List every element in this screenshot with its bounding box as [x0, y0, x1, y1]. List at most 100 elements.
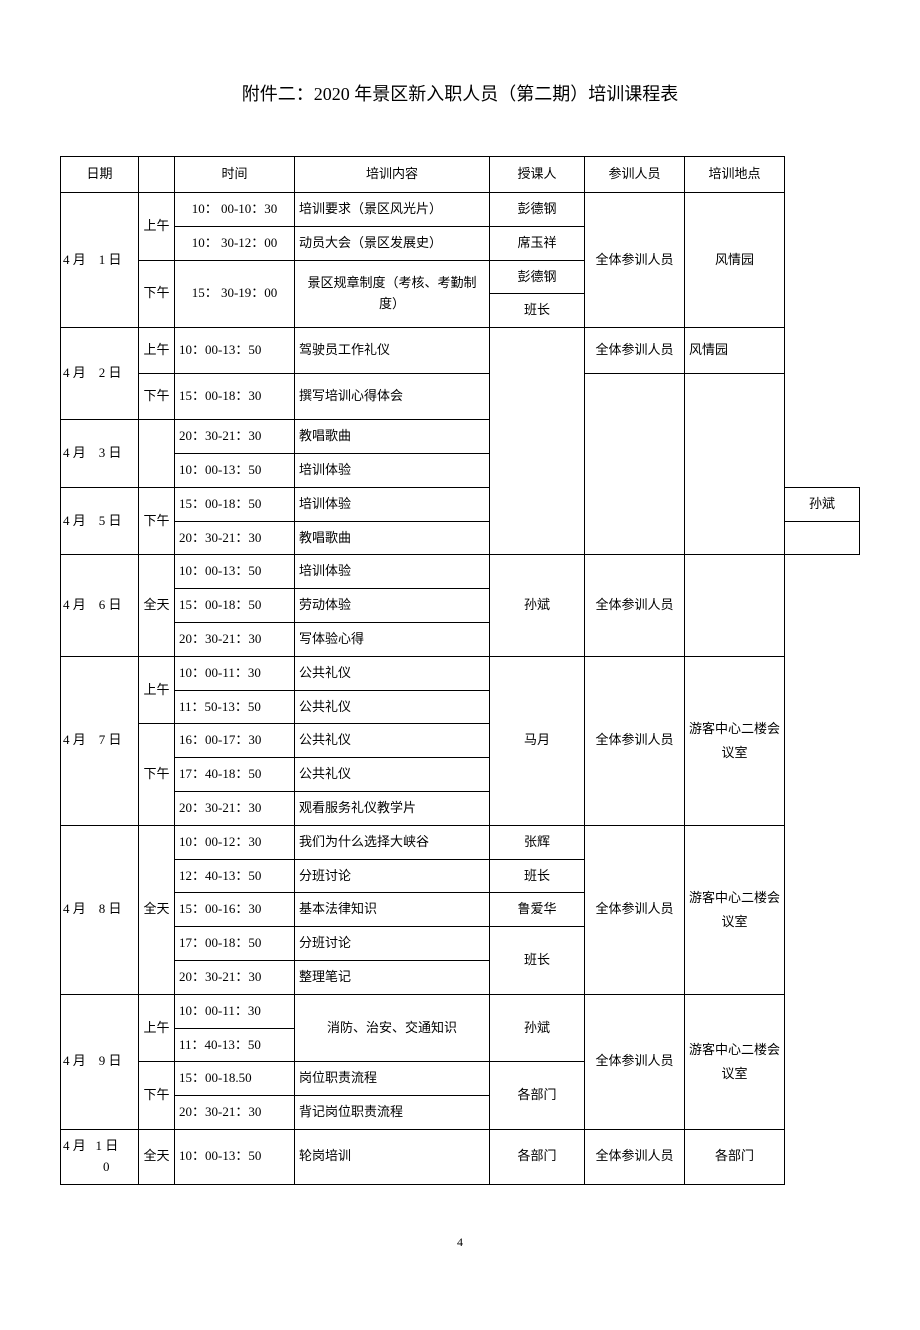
- cell-content: 公共礼仪: [295, 690, 490, 724]
- cell-period: 全天: [139, 1129, 175, 1184]
- cell-time: 15：00-18：30: [175, 374, 295, 420]
- cell-instructor: 彭德钢: [490, 260, 585, 294]
- cell-content: 我们为什么选择大峡谷: [295, 825, 490, 859]
- cell-content: 驾驶员工作礼仪: [295, 328, 490, 374]
- date-part: 1: [96, 1138, 103, 1153]
- cell-instructor: 班长: [490, 927, 585, 995]
- cell-instructor: [490, 328, 585, 555]
- document-title: 附件二：2020 年景区新入职人员（第二期）培训课程表: [60, 80, 860, 106]
- cell-location: 风情园: [685, 193, 785, 328]
- cell-period: 全天: [139, 555, 175, 656]
- cell-period: 上午: [139, 656, 175, 724]
- cell-content: 教唱歌曲: [295, 420, 490, 454]
- cell-period: 下午: [139, 1062, 175, 1130]
- cell-time: 16：00-17：30: [175, 724, 295, 758]
- cell-time: 15：00-18：50: [175, 487, 295, 521]
- cell-instructor: 鲁爱华: [490, 893, 585, 927]
- cell-time: 10：00-12：30: [175, 825, 295, 859]
- date-part: 4 月: [63, 1138, 86, 1153]
- cell-instructor: 班长: [490, 294, 585, 328]
- cell-time: 20：30-21：30: [175, 960, 295, 994]
- cell-content: 景区规章制度（考核、考勤制度）: [295, 260, 490, 328]
- date-part: 0: [63, 1159, 110, 1174]
- cell-time: 15：00-18：50: [175, 589, 295, 623]
- cell-time: 12：40-13：50: [175, 859, 295, 893]
- cell-time: 11：40-13：50: [175, 1028, 295, 1062]
- cell-location: 风情园: [685, 328, 785, 374]
- cell-time: 15：00-18.50: [175, 1062, 295, 1096]
- cell-instructor: 班长: [490, 859, 585, 893]
- cell-content: 公共礼仪: [295, 758, 490, 792]
- cell-date: 4 月 8 日: [61, 825, 139, 994]
- cell-content: 岗位职责流程: [295, 1062, 490, 1096]
- cell-period: 全天: [139, 825, 175, 994]
- cell-period: 下午: [139, 724, 175, 825]
- cell-content: 背记岗位职责流程: [295, 1096, 490, 1130]
- cell-content: 消防、治安、交通知识: [295, 994, 490, 1062]
- cell-instructor: 张辉: [490, 825, 585, 859]
- cell-time: 20：30-21：30: [175, 791, 295, 825]
- cell-content: 培训体验: [295, 555, 490, 589]
- cell-time: 15： 30-19：00: [175, 260, 295, 328]
- cell-time: 20：30-21：30: [175, 420, 295, 454]
- table-row: 下午 15：00-18：30 撰写培训心得体会: [61, 374, 860, 420]
- table-row: 4 月 1 日0 全天 10：00-13：50 轮岗培训 各部门 全体参训人员 …: [61, 1129, 860, 1184]
- cell-time: 11：50-13：50: [175, 690, 295, 724]
- cell-instructor: 各部门: [490, 1062, 585, 1130]
- cell-participants: 全体参训人员: [585, 193, 685, 328]
- cell-content: 公共礼仪: [295, 656, 490, 690]
- cell-time: 20：30-21：30: [175, 622, 295, 656]
- cell-time: 20：30-21：30: [175, 521, 295, 555]
- cell-location: [685, 555, 785, 656]
- table-row: 4 月 9 日 上午 10：00-11：30 消防、治安、交通知识 孙斌 全体参…: [61, 994, 860, 1028]
- cell-date: 4 月 2 日: [61, 328, 139, 420]
- cell-content: 整理笔记: [295, 960, 490, 994]
- cell-content: 劳动体验: [295, 589, 490, 623]
- cell-time: 20：30-21：30: [175, 1096, 295, 1130]
- cell-instructor: 马月: [490, 656, 585, 825]
- table-row: 4 月 8 日 全天 10：00-12：30 我们为什么选择大峡谷 张辉 全体参…: [61, 825, 860, 859]
- cell-participants: 全体参训人员: [585, 656, 685, 825]
- cell-content: 教唱歌曲: [295, 521, 490, 555]
- cell-period: [139, 420, 175, 488]
- cell-date: 4 月 6 日: [61, 555, 139, 656]
- cell-instructor: 席玉祥: [490, 226, 585, 260]
- cell-time: 10：00-13：50: [175, 328, 295, 374]
- header-time: 时间: [175, 157, 295, 193]
- cell-participants: 全体参训人员: [585, 1129, 685, 1184]
- cell-time: 15：00-16：30: [175, 893, 295, 927]
- cell-instructor: [785, 521, 860, 555]
- cell-time: 10： 00-10：30: [175, 193, 295, 227]
- cell-content: 培训体验: [295, 487, 490, 521]
- cell-time: 10：00-13：50: [175, 555, 295, 589]
- cell-content: 轮岗培训: [295, 1129, 490, 1184]
- cell-time: 10：00-13：50: [175, 1129, 295, 1184]
- cell-location: 游客中心二楼会议室: [685, 825, 785, 994]
- cell-location: 各部门: [685, 1129, 785, 1184]
- cell-location: 游客中心二楼会议室: [685, 656, 785, 825]
- cell-date: 4 月 3 日: [61, 420, 139, 488]
- cell-time: 10：00-13：50: [175, 453, 295, 487]
- cell-date: 4 月 5 日: [61, 487, 139, 555]
- header-instructor: 授课人: [490, 157, 585, 193]
- table-row: 4 月 7 日 上午 10：00-11：30 公共礼仪 马月 全体参训人员 游客…: [61, 656, 860, 690]
- cell-content: 分班讨论: [295, 859, 490, 893]
- cell-date: 4 月 1 日0: [61, 1129, 139, 1184]
- cell-instructor: 彭德钢: [490, 193, 585, 227]
- cell-content: 培训要求（景区风光片）: [295, 193, 490, 227]
- table-row: 4 月 2 日 上午 10：00-13：50 驾驶员工作礼仪 全体参训人员 风情…: [61, 328, 860, 374]
- cell-date: 4 月 9 日: [61, 994, 139, 1129]
- cell-content: 观看服务礼仪教学片: [295, 791, 490, 825]
- cell-instructor: 孙斌: [785, 487, 860, 521]
- cell-content: 撰写培训心得体会: [295, 374, 490, 420]
- cell-content: 分班讨论: [295, 927, 490, 961]
- cell-location: 游客中心二楼会议室: [685, 994, 785, 1129]
- cell-instructor: 孙斌: [490, 555, 585, 656]
- cell-participants: 全体参训人员: [585, 825, 685, 994]
- table-row: 4 月 6 日 全天 10：00-13：50 培训体验 孙斌 全体参训人员: [61, 555, 860, 589]
- cell-time: 17：40-18：50: [175, 758, 295, 792]
- cell-date: 4 月 7 日: [61, 656, 139, 825]
- cell-content: 培训体验: [295, 453, 490, 487]
- cell-time: 10： 30-12：00: [175, 226, 295, 260]
- cell-location: [685, 374, 785, 555]
